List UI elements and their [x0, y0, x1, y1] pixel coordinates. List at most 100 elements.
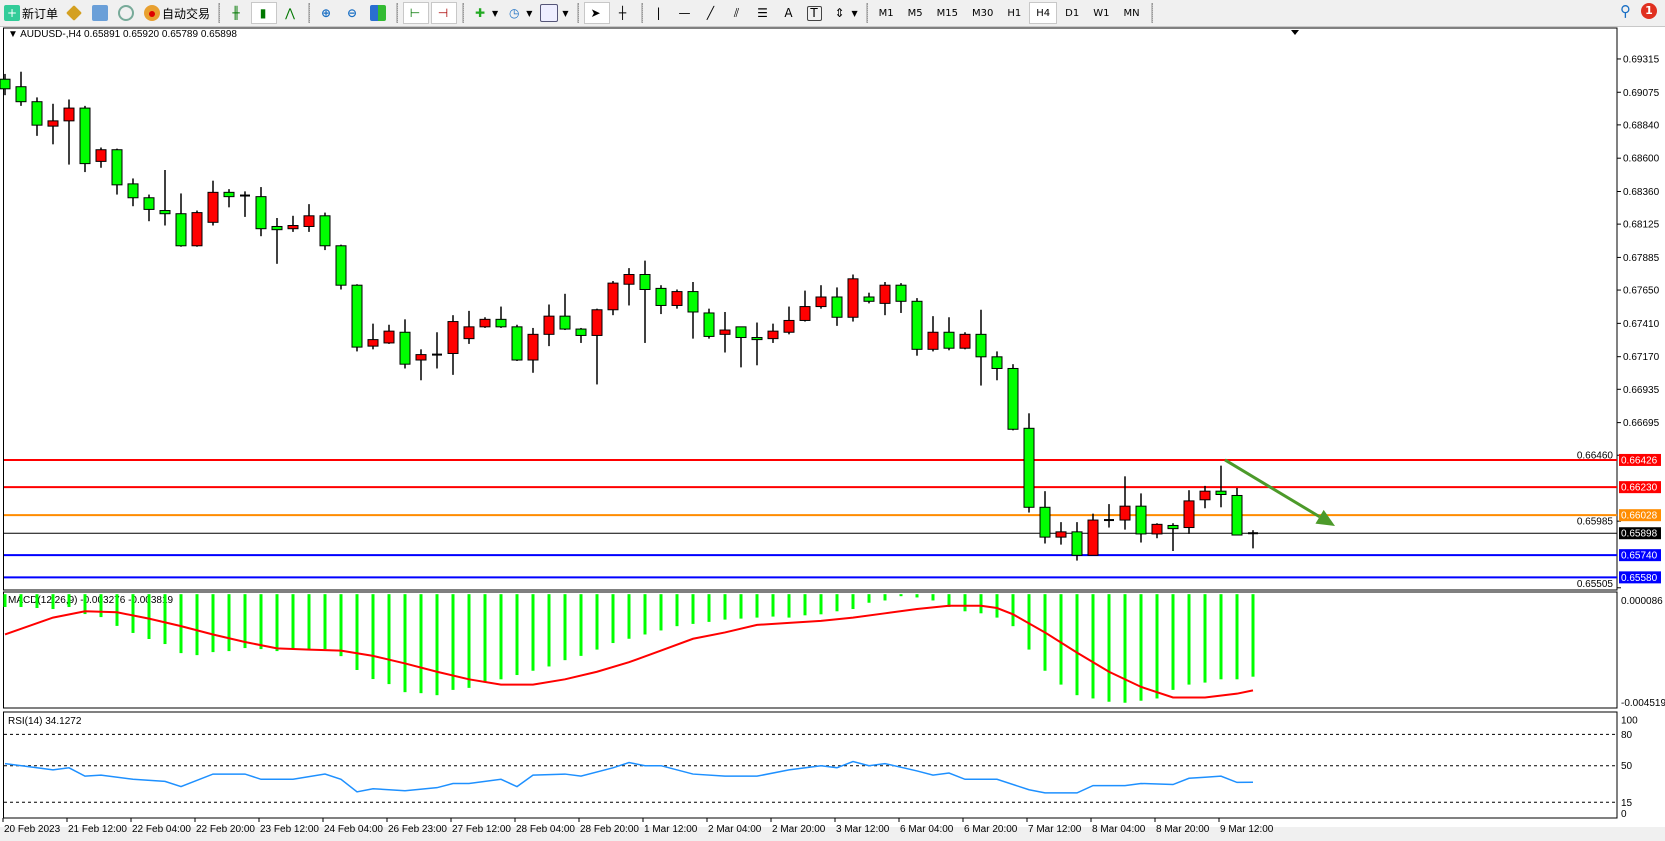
trendline-button[interactable]: ╱ — [700, 2, 724, 24]
macd-histogram-bar — [627, 594, 631, 639]
candle-body — [47, 120, 59, 127]
level-price-label: 0.66426 — [1621, 455, 1658, 466]
candle — [495, 306, 507, 328]
channel-button[interactable]: ⫽ — [726, 2, 750, 24]
candle — [719, 311, 731, 353]
timeframe-m15[interactable]: M15 — [936, 7, 959, 19]
timeframe-m30[interactable]: M30 — [972, 7, 994, 19]
crosshair-button[interactable]: ┼ — [612, 2, 636, 24]
level-price-box — [1619, 571, 1661, 584]
candle-body — [991, 356, 1003, 369]
macd-histogram-bar — [867, 594, 871, 603]
candle-body — [127, 183, 139, 199]
rsi-axis-label: 15 — [1621, 798, 1633, 809]
candle — [240, 191, 250, 217]
new-order-label: 新订单 — [22, 6, 59, 21]
gold-button[interactable] — [63, 2, 87, 24]
new-order-button[interactable]: + 新订单 — [1, 2, 61, 24]
chart-menu-triangle-icon[interactable]: ▼ — [8, 29, 18, 40]
macd-histogram-bar — [451, 594, 455, 690]
candle — [623, 268, 635, 306]
price-tick-label: 0.66935 — [1623, 385, 1660, 396]
candle-body — [1071, 531, 1083, 556]
cursor-icon: ➤ — [590, 6, 601, 20]
horizontal-line-button[interactable]: — — [674, 2, 698, 24]
timeframe-mn[interactable]: MN — [1123, 7, 1140, 19]
candle — [527, 327, 539, 373]
rsi-title: RSI(14) 34.1272 — [8, 716, 82, 727]
candle-body — [879, 284, 891, 304]
candle — [607, 281, 619, 316]
channel-icon: ⫽ — [733, 6, 740, 20]
signal-button[interactable] — [115, 2, 139, 24]
candlestick-icon: ▮ — [259, 6, 267, 20]
auto-scroll-button[interactable]: ⊢ — [403, 2, 430, 24]
notification-badge[interactable]: 1 — [1641, 3, 1657, 19]
macd-histogram-bar — [1139, 594, 1143, 701]
bar-chart-icon: ╫ — [232, 6, 240, 20]
indicators-button[interactable]: ✚ ▼ — [469, 2, 501, 24]
down-arrow-line[interactable] — [1224, 458, 1321, 519]
candle-body — [1167, 524, 1179, 530]
candle — [1039, 491, 1051, 544]
zoom-out-button[interactable]: ⊖ — [341, 2, 365, 24]
candle-body — [1183, 500, 1195, 529]
vertical-line-button[interactable]: | — [648, 2, 672, 24]
macd-histogram-bar — [1027, 594, 1031, 650]
time-label: 20 Feb 2023 — [4, 824, 61, 835]
timeframe-d1[interactable]: D1 — [1065, 7, 1080, 19]
candle-body — [463, 326, 475, 340]
candle — [1151, 523, 1163, 539]
macd-histogram-bar — [83, 594, 87, 615]
candle — [927, 316, 939, 352]
arrows-button[interactable]: ⇕ ▼ — [829, 2, 861, 24]
candle-body — [815, 296, 827, 308]
candle — [191, 210, 203, 247]
chart-shift-icon: ⊣ — [437, 6, 449, 20]
timeframe-w1[interactable]: W1 — [1093, 7, 1110, 19]
timeframe-h1[interactable]: H1 — [1007, 7, 1022, 19]
arrow-head-icon[interactable] — [1315, 509, 1335, 527]
toolbar-separator — [396, 3, 399, 23]
candle — [399, 319, 411, 369]
chart-shift-button[interactable]: ⊣ — [431, 2, 458, 24]
line-chart-button[interactable]: ⋀ — [279, 2, 303, 24]
timeframe-h4[interactable]: H4 — [1029, 2, 1058, 24]
chart-ohlc: 0.65891 0.65920 0.65789 0.65898 — [84, 29, 237, 40]
search-icon[interactable]: ⚲ — [1620, 2, 1631, 20]
macd-histogram-bar — [67, 594, 71, 608]
text-label-button[interactable]: T — [804, 2, 827, 24]
auto-trading-button[interactable]: 自动交易 — [141, 2, 213, 24]
chart-shift-marker-icon[interactable] — [1291, 30, 1299, 35]
candle — [1215, 465, 1227, 508]
history-button[interactable] — [89, 2, 113, 24]
macd-histogram-bar — [963, 594, 967, 612]
zoom-in-button[interactable]: ⊕ — [315, 2, 339, 24]
candle-body — [1135, 505, 1147, 535]
time-label: 22 Feb 20:00 — [196, 824, 255, 835]
candle — [47, 103, 59, 145]
candle — [991, 351, 1003, 381]
text-button[interactable]: A — [778, 2, 802, 24]
timeframe-m1[interactable]: M1 — [878, 7, 894, 19]
level-price-label: 0.66028 — [1621, 511, 1658, 522]
candle-body — [1199, 490, 1211, 501]
macd-histogram-bar — [595, 594, 599, 650]
cursor-button[interactable]: ➤ — [583, 2, 610, 24]
chart-symbol: AUDUSD-,H4 — [20, 29, 82, 40]
timeframe-m5[interactable]: M5 — [907, 7, 923, 19]
candle-body — [223, 191, 235, 198]
tile-windows-button[interactable] — [367, 2, 391, 24]
templates-icon — [540, 4, 559, 22]
price-tick-label: 0.69315 — [1623, 54, 1660, 65]
templates-button[interactable]: ▼ — [537, 2, 571, 24]
candle-body — [527, 333, 539, 361]
macd-histogram-bar — [179, 594, 183, 654]
candlestick-button[interactable]: ▮ — [251, 2, 278, 24]
periods-button[interactable]: ◷ ▼ — [503, 2, 535, 24]
macd-histogram-bar — [483, 594, 487, 683]
bar-chart-button[interactable]: ╫ — [225, 2, 249, 24]
price-tick-label: 0.68360 — [1623, 187, 1660, 198]
fibonacci-button[interactable]: ☰ — [752, 2, 776, 24]
